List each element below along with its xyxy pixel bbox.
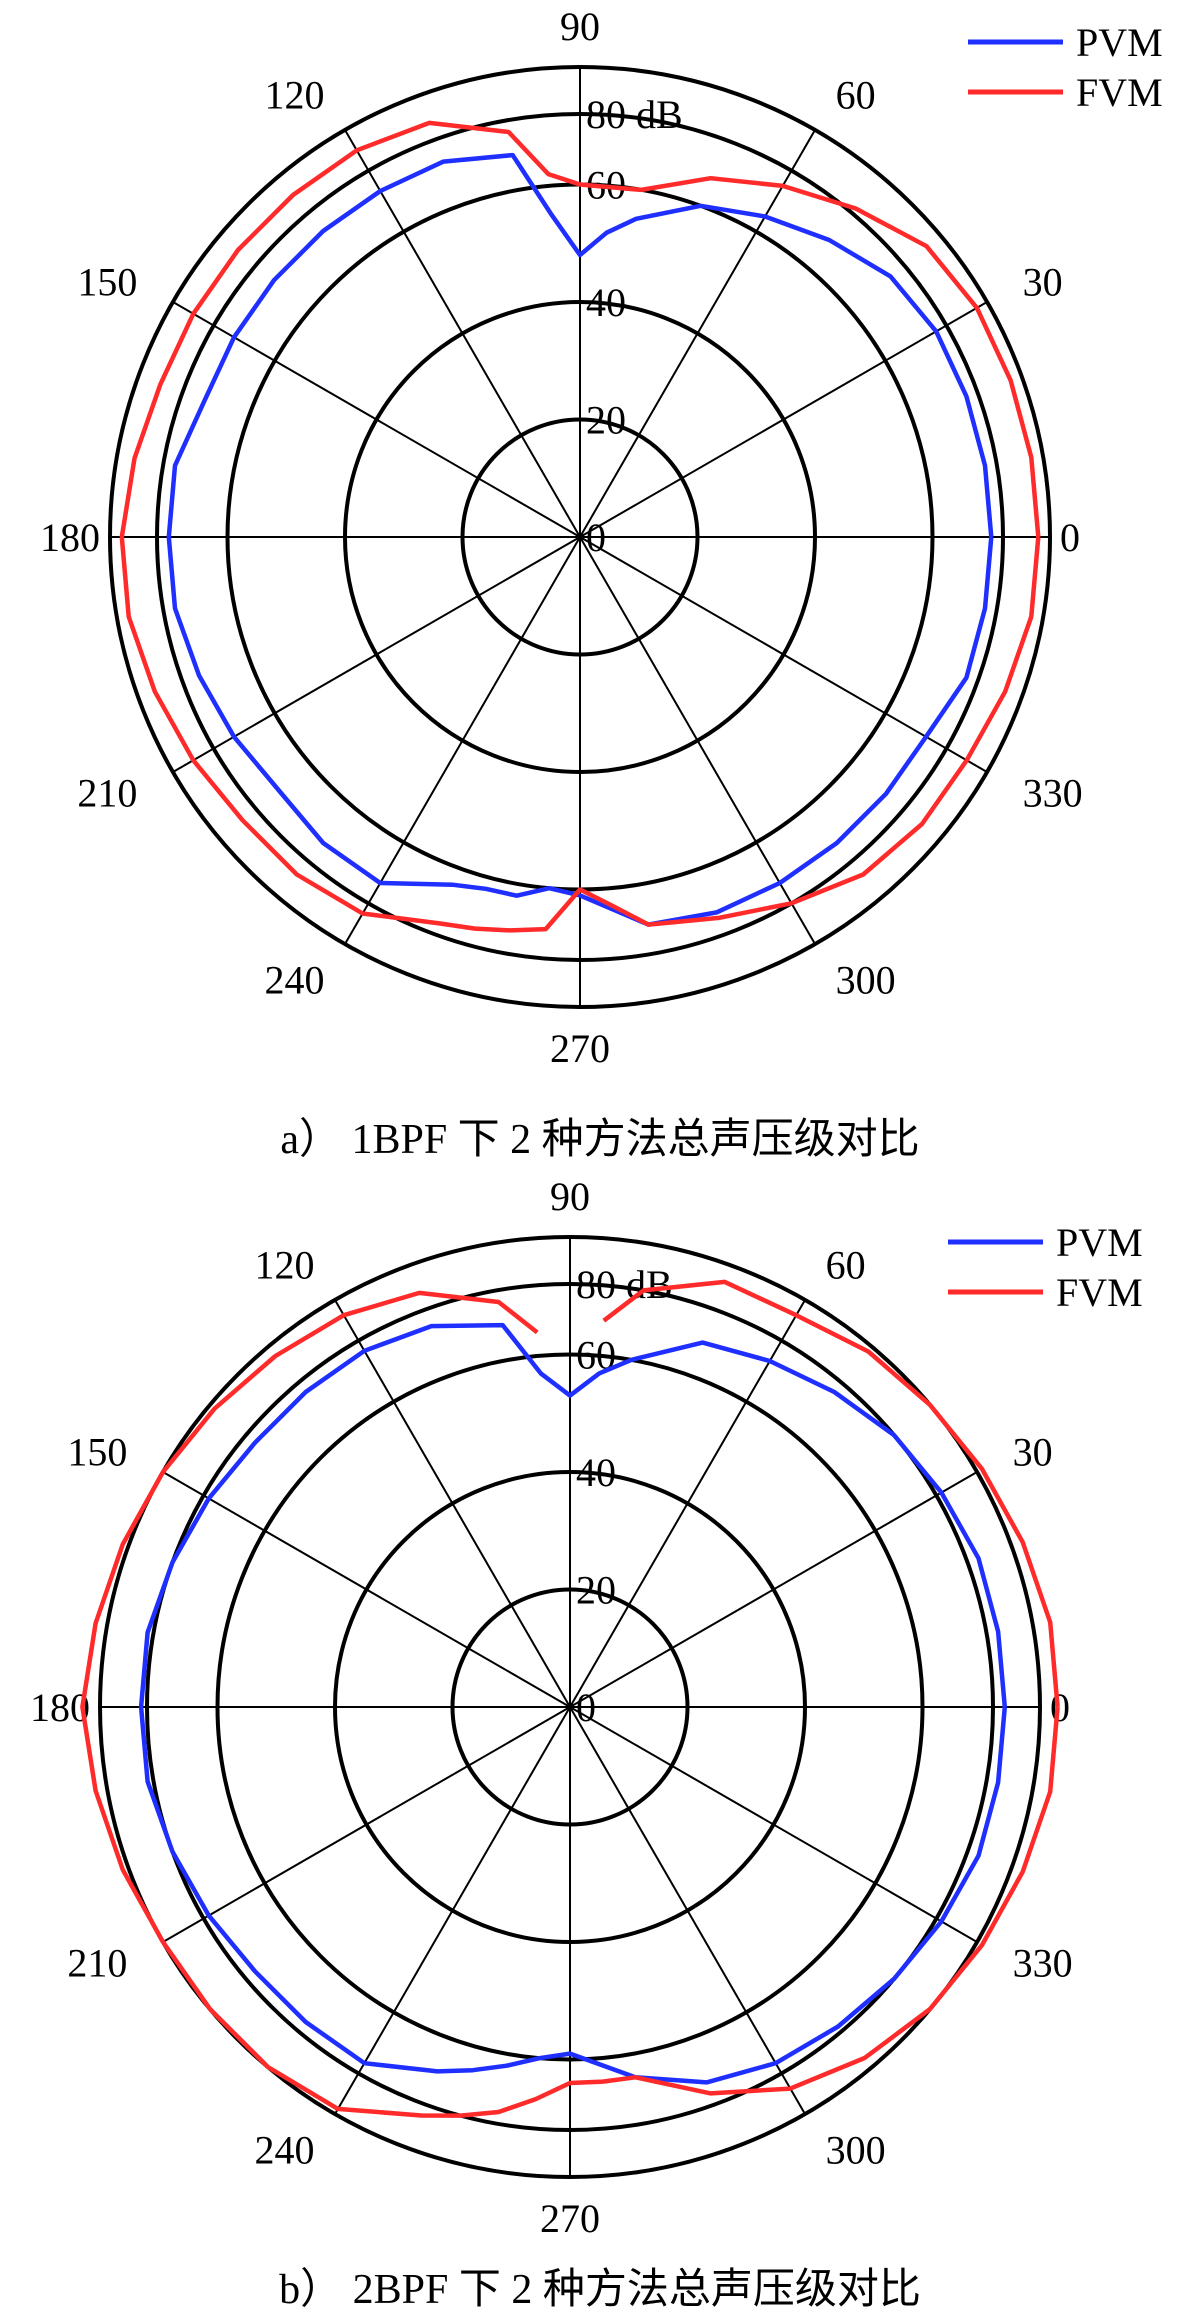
angle-tick-label: 0 xyxy=(1050,1685,1070,1730)
radial-tick-label: 40 xyxy=(586,280,626,325)
angle-tick-label: 60 xyxy=(826,1242,866,1287)
angle-tick-label: 150 xyxy=(77,259,137,304)
angle-tick-label: 330 xyxy=(1023,771,1083,816)
angle-tick-label: 180 xyxy=(40,515,100,560)
radial-tick-label: 20 xyxy=(576,1568,616,1613)
polar-chart-a: 0306090120150180210240270300330020406080… xyxy=(40,4,1163,1071)
angle-tick-label: 0 xyxy=(1060,515,1080,560)
radial-tick-label: 20 xyxy=(586,398,626,443)
angle-tick-label: 120 xyxy=(254,1242,314,1287)
legend-label-fvm: FVM xyxy=(1076,70,1163,115)
angle-tick-label: 90 xyxy=(550,1174,590,1219)
angle-tick-label: 300 xyxy=(836,958,896,1003)
angle-tick-label: 270 xyxy=(540,2196,600,2241)
series-line-fvm xyxy=(80,1279,1060,2118)
series-line-fvm xyxy=(119,120,1041,933)
angle-tick-label: 30 xyxy=(1013,1429,1053,1474)
angle-tick-label: 30 xyxy=(1023,259,1063,304)
spoke-150 xyxy=(162,1471,978,1943)
angle-tick-label: 240 xyxy=(264,958,324,1003)
polar-chart-b: 0306090120150180210240270300330020406080… xyxy=(30,1174,1143,2241)
radial-tick-label: 0 xyxy=(576,1685,596,1730)
series-line-pvm xyxy=(166,152,994,927)
series-line-pvm xyxy=(138,1322,1008,2085)
angle-tick-label: 300 xyxy=(826,2128,886,2173)
angle-tick-label: 330 xyxy=(1013,1941,1073,1986)
legend-label-pvm: PVM xyxy=(1056,1220,1143,1265)
caption-a: a） 1BPF 下 2 种方法总声压级对比 xyxy=(280,1117,920,1163)
caption-b: b） 2BPF 下 2 种方法总声压级对比 xyxy=(279,2267,921,2313)
spoke-150 xyxy=(172,301,988,773)
angle-tick-label: 210 xyxy=(77,771,137,816)
radial-tick-label: 40 xyxy=(576,1450,616,1495)
radial-tick-label: 0 xyxy=(586,515,606,560)
angle-tick-label: 150 xyxy=(67,1429,127,1474)
angle-tick-label: 120 xyxy=(264,72,324,117)
radial-tick-label: 80 dB xyxy=(576,1262,673,1307)
angle-tick-label: 210 xyxy=(67,1941,127,1986)
legend-label-fvm: FVM xyxy=(1056,1270,1143,1315)
legend-label-pvm: PVM xyxy=(1076,20,1163,65)
radial-tick-label: 80 dB xyxy=(586,92,683,137)
angle-tick-label: 270 xyxy=(550,1026,610,1071)
angle-tick-label: 180 xyxy=(30,1685,90,1730)
angle-tick-label: 240 xyxy=(254,2128,314,2173)
angle-tick-label: 90 xyxy=(560,4,600,49)
angle-tick-label: 60 xyxy=(836,72,876,117)
